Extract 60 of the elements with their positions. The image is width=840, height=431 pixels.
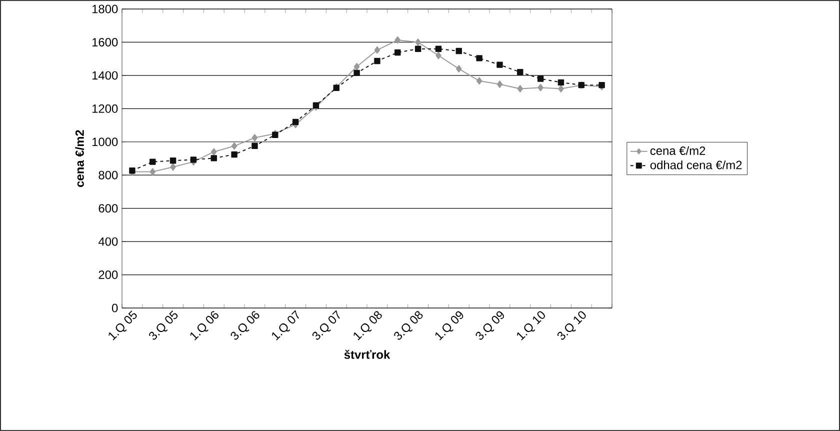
- point: [231, 142, 238, 150]
- point: [496, 62, 503, 68]
- point: [558, 85, 564, 92]
- point: [537, 76, 544, 82]
- point: [456, 48, 462, 54]
- y-tick-label: 200: [98, 270, 118, 279]
- point: [170, 158, 176, 164]
- point: [312, 102, 320, 108]
- x-tick-label: 3.Q 08: [394, 311, 423, 340]
- y-tick-label: 1600: [92, 38, 118, 46]
- point: [538, 84, 544, 92]
- y-tick-label: 600: [98, 204, 118, 213]
- point: [456, 65, 462, 72]
- y-tick-label: 1400: [92, 71, 118, 80]
- point: [252, 142, 258, 149]
- y-tick-label: 1000: [92, 138, 118, 146]
- x-tick-label: 3.Q 06: [230, 311, 260, 340]
- point: [231, 151, 238, 158]
- y-tick-label: 0: [112, 304, 118, 312]
- point: [414, 46, 422, 52]
- point: [354, 62, 360, 70]
- point: [210, 148, 217, 156]
- point: [394, 49, 401, 56]
- point: [476, 77, 482, 85]
- x-tick-label: 3.Q 10: [557, 311, 586, 340]
- point: [374, 58, 380, 64]
- legend-label: odhad cena €/m2: [650, 160, 742, 170]
- point: [210, 155, 217, 162]
- point: [517, 69, 524, 76]
- point: [252, 134, 258, 142]
- point: [374, 46, 380, 54]
- point: [292, 118, 299, 126]
- y-tick-label: 1200: [92, 104, 118, 113]
- point: [517, 85, 524, 92]
- x-tick-label: 3.Q 07: [312, 310, 340, 340]
- y-tick-label: 1800: [92, 4, 118, 14]
- point: [190, 156, 197, 163]
- x-tick-label: 3.Q 09: [476, 311, 504, 340]
- x-tick-label: 1.Q 10: [517, 311, 545, 340]
- x-tick-label: 1.Q 09: [435, 311, 464, 340]
- point: [170, 163, 176, 171]
- point: [150, 168, 156, 176]
- legend-label: cena €/m2: [650, 146, 706, 155]
- point: [354, 70, 360, 76]
- point: [496, 80, 503, 88]
- x-tick-label: 1.Q 06: [190, 311, 218, 340]
- x-axis-title: štvrťrok: [344, 350, 390, 359]
- y-tick-label: 800: [98, 170, 118, 180]
- point: [476, 55, 482, 62]
- point: [150, 158, 156, 165]
- x-tick-label: 1.Q 07: [272, 310, 300, 340]
- point: [415, 38, 421, 46]
- point: [435, 46, 442, 52]
- point: [394, 36, 401, 44]
- point: [436, 52, 442, 60]
- point: [558, 79, 564, 86]
- y-axis-title: cena €/m2: [75, 130, 84, 187]
- y-tick-label: 400: [98, 237, 118, 246]
- x-tick-label: 1.Q 08: [354, 311, 382, 340]
- x-tick-label: 3.Q 05: [149, 310, 178, 340]
